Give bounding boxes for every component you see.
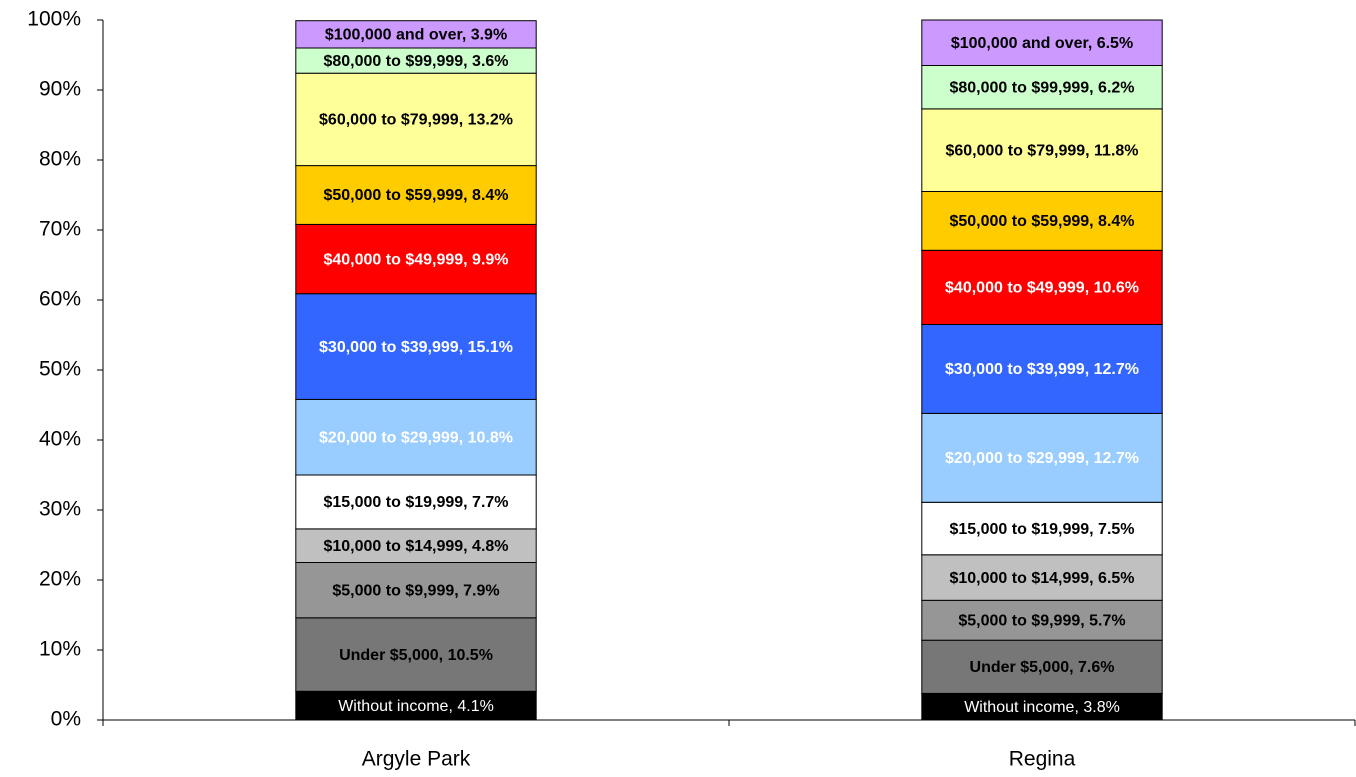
bar-segment: [295, 20, 537, 49]
data-label: $5,000 to $9,999, 7.9%: [332, 582, 499, 599]
y-tick-label: 10%: [39, 638, 81, 661]
data-label: $10,000 to $14,999, 6.5%: [949, 570, 1134, 587]
y-tick-label: 90%: [39, 78, 81, 101]
data-label: Without income, 4.1%: [338, 698, 494, 715]
bar-segment: [921, 554, 1163, 601]
data-label: $15,000 to $19,999, 7.5%: [949, 521, 1134, 538]
bar-segment: [295, 474, 537, 530]
bar-segment: [921, 249, 1163, 325]
data-label: $60,000 to $79,999, 13.2%: [319, 112, 513, 129]
bar-segment: [295, 617, 537, 692]
data-label: $100,000 and over, 3.9%: [325, 27, 507, 44]
y-tick-label: 20%: [39, 568, 81, 591]
data-label: $60,000 to $79,999, 11.8%: [945, 142, 1138, 159]
bar-segment: [921, 599, 1163, 641]
x-tick-label: Argyle Park: [362, 748, 471, 771]
data-label: $50,000 to $59,999, 8.4%: [949, 213, 1134, 230]
y-tick-label: 100%: [27, 8, 81, 31]
data-label: $80,000 to $99,999, 3.6%: [323, 53, 508, 70]
bar-segment: [295, 165, 537, 225]
data-label: Under $5,000, 7.6%: [970, 659, 1115, 676]
y-tick-label: 50%: [39, 358, 81, 381]
bar-segment: [295, 47, 537, 74]
data-label: $20,000 to $29,999, 10.8%: [319, 429, 513, 446]
data-label: $100,000 and over, 6.5%: [951, 35, 1133, 52]
data-label: $10,000 to $14,999, 4.8%: [323, 538, 508, 555]
bar-segment: [295, 690, 537, 721]
x-tick-label: Regina: [1009, 748, 1076, 771]
data-label: $30,000 to $39,999, 15.1%: [319, 339, 513, 356]
bar-segment: [295, 72, 537, 167]
y-tick-label: 30%: [39, 498, 81, 521]
bar-segment: [921, 65, 1163, 110]
bar-segment: [295, 528, 537, 564]
data-label: $15,000 to $19,999, 7.7%: [323, 494, 508, 511]
y-tick-label: 0%: [51, 708, 81, 731]
data-label: Under $5,000, 10.5%: [339, 647, 493, 664]
bar-segment: [921, 191, 1163, 251]
bar-segment: [921, 324, 1163, 414]
bar-segment: [295, 223, 537, 295]
bar-segment: [921, 412, 1163, 503]
bar-segment: [295, 398, 537, 476]
bar-segment: [295, 293, 537, 400]
bar-segment: [921, 19, 1163, 66]
bar-segment: [921, 108, 1163, 192]
y-tick-label: 80%: [39, 148, 81, 171]
data-label: $40,000 to $49,999, 9.9%: [323, 251, 508, 268]
data-label: $5,000 to $9,999, 5.7%: [958, 612, 1125, 629]
data-label: $30,000 to $39,999, 12.7%: [945, 361, 1139, 378]
data-label: $20,000 to $29,999, 12.7%: [945, 450, 1139, 467]
data-label: Without income, 3.8%: [964, 699, 1120, 716]
bar-segment: [295, 562, 537, 619]
data-label: $40,000 to $49,999, 10.6%: [945, 280, 1139, 297]
data-label: $80,000 to $99,999, 6.2%: [949, 79, 1134, 96]
data-label: $50,000 to $59,999, 8.4%: [323, 187, 508, 204]
bar-segment: [921, 501, 1163, 556]
y-tick-label: 40%: [39, 428, 81, 451]
y-tick-label: 70%: [39, 218, 81, 241]
y-tick-label: 60%: [39, 288, 81, 311]
bar-segment: [921, 692, 1163, 721]
